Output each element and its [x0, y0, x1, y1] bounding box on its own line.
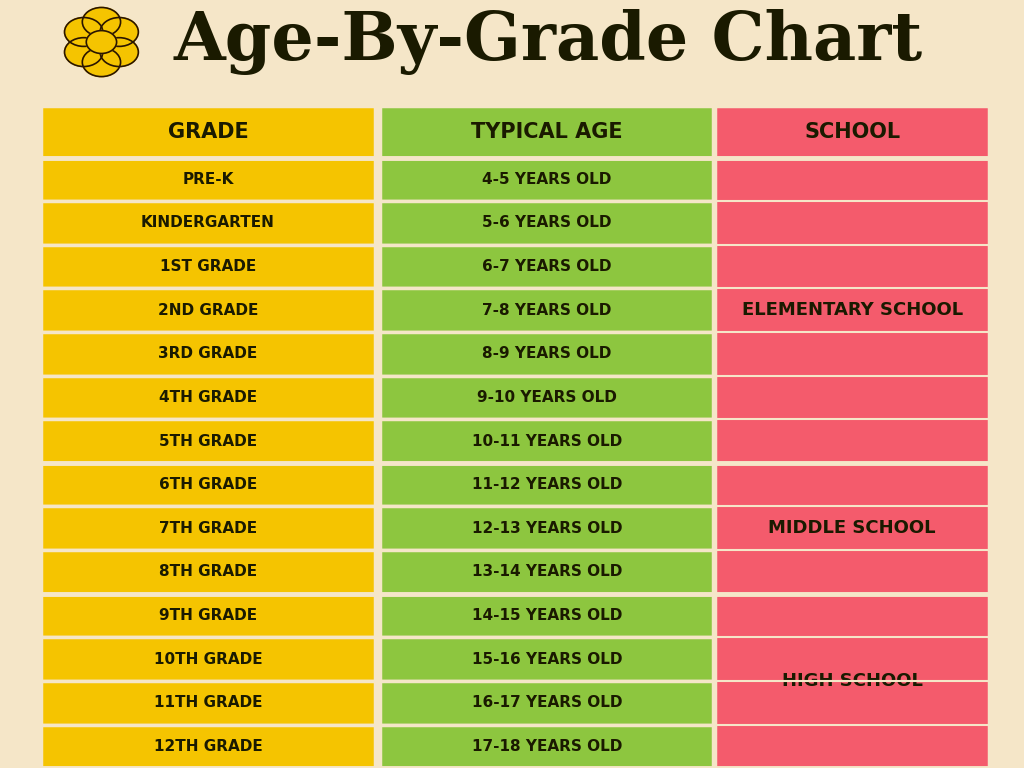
- FancyBboxPatch shape: [380, 724, 713, 768]
- FancyBboxPatch shape: [41, 289, 376, 332]
- Text: 17-18 YEARS OLD: 17-18 YEARS OLD: [472, 739, 622, 754]
- Circle shape: [82, 48, 121, 77]
- Text: 13-14 YEARS OLD: 13-14 YEARS OLD: [472, 564, 622, 579]
- FancyBboxPatch shape: [380, 289, 713, 332]
- FancyBboxPatch shape: [380, 419, 713, 463]
- Circle shape: [65, 18, 102, 46]
- FancyBboxPatch shape: [41, 637, 376, 681]
- Text: ELEMENTARY SCHOOL: ELEMENTARY SCHOOL: [741, 301, 963, 319]
- Text: 5TH GRADE: 5TH GRADE: [159, 434, 257, 449]
- Text: 5-6 YEARS OLD: 5-6 YEARS OLD: [482, 216, 611, 230]
- Circle shape: [100, 18, 138, 46]
- Text: SCHOOL: SCHOOL: [804, 121, 900, 141]
- Text: 10-11 YEARS OLD: 10-11 YEARS OLD: [472, 434, 622, 449]
- Text: 8-9 YEARS OLD: 8-9 YEARS OLD: [482, 346, 611, 361]
- FancyBboxPatch shape: [715, 105, 989, 157]
- Circle shape: [82, 8, 121, 36]
- FancyBboxPatch shape: [380, 376, 713, 419]
- Text: Age-By-Grade Chart: Age-By-Grade Chart: [173, 9, 923, 75]
- FancyBboxPatch shape: [380, 245, 713, 289]
- Text: 7TH GRADE: 7TH GRADE: [159, 521, 257, 536]
- Text: 4TH GRADE: 4TH GRADE: [159, 390, 257, 405]
- Text: 10TH GRADE: 10TH GRADE: [154, 651, 262, 667]
- FancyBboxPatch shape: [41, 105, 376, 157]
- Text: HIGH SCHOOL: HIGH SCHOOL: [781, 672, 923, 690]
- FancyBboxPatch shape: [380, 550, 713, 594]
- FancyBboxPatch shape: [380, 681, 713, 724]
- Text: 16-17 YEARS OLD: 16-17 YEARS OLD: [471, 695, 622, 710]
- FancyBboxPatch shape: [41, 245, 376, 289]
- Text: 6TH GRADE: 6TH GRADE: [159, 477, 257, 492]
- Circle shape: [65, 38, 102, 67]
- Text: 4-5 YEARS OLD: 4-5 YEARS OLD: [482, 172, 611, 187]
- Text: 2ND GRADE: 2ND GRADE: [158, 303, 258, 318]
- FancyBboxPatch shape: [715, 594, 989, 768]
- FancyBboxPatch shape: [41, 157, 376, 201]
- Text: PRE-K: PRE-K: [182, 172, 233, 187]
- FancyBboxPatch shape: [380, 201, 713, 245]
- FancyBboxPatch shape: [380, 105, 713, 157]
- Text: 8TH GRADE: 8TH GRADE: [159, 564, 257, 579]
- Text: 11TH GRADE: 11TH GRADE: [154, 695, 262, 710]
- FancyBboxPatch shape: [41, 376, 376, 419]
- FancyBboxPatch shape: [41, 463, 376, 506]
- Text: 9-10 YEARS OLD: 9-10 YEARS OLD: [477, 390, 616, 405]
- Text: 1ST GRADE: 1ST GRADE: [160, 259, 256, 274]
- Text: 11-12 YEARS OLD: 11-12 YEARS OLD: [472, 477, 622, 492]
- FancyBboxPatch shape: [41, 201, 376, 245]
- Text: 12TH GRADE: 12TH GRADE: [154, 739, 262, 754]
- Text: GRADE: GRADE: [168, 121, 249, 141]
- Text: 15-16 YEARS OLD: 15-16 YEARS OLD: [471, 651, 622, 667]
- FancyBboxPatch shape: [41, 550, 376, 594]
- Text: 9TH GRADE: 9TH GRADE: [159, 608, 257, 623]
- FancyBboxPatch shape: [41, 681, 376, 724]
- FancyBboxPatch shape: [380, 463, 713, 506]
- FancyBboxPatch shape: [715, 463, 989, 594]
- FancyBboxPatch shape: [41, 724, 376, 768]
- FancyBboxPatch shape: [41, 506, 376, 550]
- Text: 14-15 YEARS OLD: 14-15 YEARS OLD: [472, 608, 622, 623]
- Text: 6-7 YEARS OLD: 6-7 YEARS OLD: [482, 259, 611, 274]
- FancyBboxPatch shape: [380, 506, 713, 550]
- Text: 3RD GRADE: 3RD GRADE: [159, 346, 258, 361]
- FancyBboxPatch shape: [380, 637, 713, 681]
- FancyBboxPatch shape: [380, 594, 713, 637]
- Circle shape: [86, 31, 117, 54]
- FancyBboxPatch shape: [41, 419, 376, 463]
- Text: 7-8 YEARS OLD: 7-8 YEARS OLD: [482, 303, 611, 318]
- FancyBboxPatch shape: [380, 332, 713, 376]
- FancyBboxPatch shape: [380, 157, 713, 201]
- FancyBboxPatch shape: [715, 157, 989, 463]
- Text: TYPICAL AGE: TYPICAL AGE: [471, 121, 623, 141]
- FancyBboxPatch shape: [41, 594, 376, 637]
- Text: KINDERGARTEN: KINDERGARTEN: [141, 216, 274, 230]
- FancyBboxPatch shape: [41, 332, 376, 376]
- Text: MIDDLE SCHOOL: MIDDLE SCHOOL: [768, 519, 936, 538]
- Text: 12-13 YEARS OLD: 12-13 YEARS OLD: [471, 521, 622, 536]
- Circle shape: [100, 38, 138, 67]
